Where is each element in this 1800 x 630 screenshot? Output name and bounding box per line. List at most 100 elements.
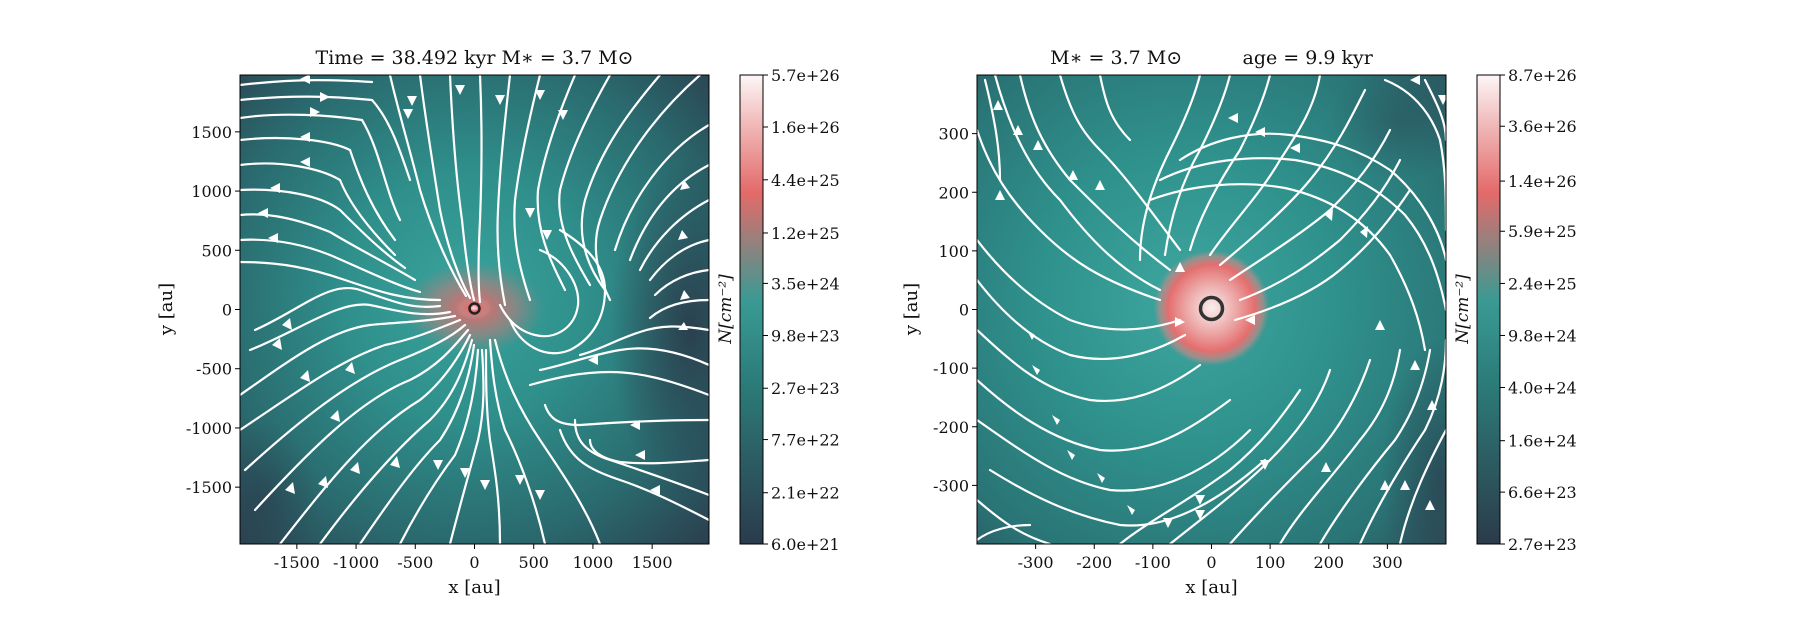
y-tick-label: 1000	[191, 182, 232, 201]
streamline	[1148, 183, 1427, 352]
streamline	[418, 75, 472, 300]
right-protostar-marker	[1198, 295, 1225, 322]
colorbar-tick-label: 6.6e+23	[1508, 483, 1577, 502]
y-tick-label: 300	[938, 125, 969, 144]
streamline-arrow	[318, 476, 328, 488]
right-title: M∗ = 3.7 M⊙ age = 9.9 kyr	[1050, 47, 1374, 69]
streamline-arrow	[1032, 365, 1040, 375]
colorbar-tick-label: 3.5e+24	[771, 274, 840, 293]
streamline-arrow	[1360, 226, 1368, 238]
streamline-arrow	[1228, 113, 1238, 123]
streamline	[536, 75, 577, 292]
streamline	[1218, 88, 1367, 267]
colorbar-tick-label: 2.4e+25	[1508, 274, 1577, 293]
streamline	[993, 75, 1162, 292]
streamline-arrow	[1290, 143, 1300, 153]
streamline-arrow	[1175, 317, 1185, 327]
colorbar-tick-label: 6.0e+21	[771, 535, 840, 554]
streamline	[398, 348, 480, 544]
streamline-arrow	[535, 490, 545, 500]
streamline-arrow	[1068, 170, 1078, 180]
streamline	[388, 75, 468, 298]
streamline	[1018, 75, 1172, 272]
streamline	[1398, 428, 1446, 544]
left-title: Time = 38.492 kyr M∗ = 3.7 M⊙	[316, 47, 634, 69]
streamline-arrow	[300, 370, 310, 382]
streamline	[358, 343, 476, 544]
streamline	[513, 75, 542, 302]
streamline	[240, 79, 374, 87]
streamline	[1278, 348, 1402, 544]
streamline-arrow	[535, 90, 545, 100]
streamline-arrow	[1321, 462, 1331, 472]
streamline	[1118, 388, 1302, 544]
streamline-arrow	[320, 92, 330, 102]
streamline-arrow	[1410, 360, 1420, 370]
y-tick-label: -1000	[186, 419, 232, 438]
streamline-arrow	[678, 230, 688, 240]
streamline	[1318, 348, 1432, 544]
streamline	[588, 438, 709, 465]
streamline	[538, 347, 709, 372]
y-tick-label: -200	[933, 418, 969, 437]
streamline	[558, 75, 612, 287]
x-tick-label: 0	[469, 553, 479, 572]
streamline-arrow	[350, 462, 360, 474]
left-panel: Time = 38.492 kyr M∗ = 3.7 M⊙	[156, 47, 840, 598]
right-heatmap	[977, 75, 1446, 544]
right-x-ticks: -300 -200 -100 0 100 200 300	[1018, 544, 1403, 572]
streamline	[977, 418, 1252, 492]
streamline-arrow	[455, 85, 465, 95]
streamline	[977, 523, 1032, 542]
right-colorbar	[1476, 74, 1501, 545]
streamline	[1208, 75, 1322, 257]
streamline-arrow	[272, 338, 282, 350]
streamline-arrow	[1260, 460, 1270, 470]
streamline-arrow	[1027, 330, 1035, 340]
streamline	[508, 228, 607, 355]
left-colorbar-label: N[cm⁻²]	[716, 274, 736, 345]
streamline-arrow	[1095, 180, 1105, 190]
colorbar-tick-label: 9.8e+24	[1508, 326, 1577, 345]
streamline	[1238, 158, 1402, 302]
streamline-arrow	[542, 230, 552, 240]
y-tick-label: -1500	[186, 478, 232, 497]
x-tick-label: 1500	[632, 553, 673, 572]
streamline-arrow	[525, 208, 535, 218]
streamline	[1228, 128, 1392, 282]
streamline	[1163, 75, 1232, 257]
streamline-arrow	[310, 107, 320, 117]
right-streamlines	[977, 75, 1446, 544]
streamline	[1098, 75, 1132, 142]
right-colorbar-label: N[cm⁻²]	[1453, 274, 1473, 345]
left-ylabel: y [au]	[156, 283, 177, 336]
streamline	[580, 75, 662, 292]
x-tick-label: 200	[1313, 553, 1344, 572]
right-streamline-arrows	[993, 75, 1446, 528]
streamline	[240, 113, 402, 222]
streamline	[977, 378, 1232, 452]
streamline-arrow	[258, 208, 268, 218]
y-tick-label: 0	[222, 301, 232, 320]
streamline-arrow	[1427, 400, 1437, 410]
streamline-arrow	[268, 233, 278, 243]
left-colorbar-ticks: 6.0e+21 2.1e+22 7.7e+22 2.7e+23 9.8e+23 3.5e+…	[763, 66, 840, 554]
streamline-arrow	[1067, 450, 1075, 460]
right-ylabel: y [au]	[901, 283, 922, 336]
y-tick-label: -300	[933, 476, 969, 495]
left-xlabel: x [au]	[448, 577, 500, 598]
colorbar-tick-label: 1.6e+24	[1508, 432, 1577, 451]
streamline	[977, 278, 1187, 361]
streamline-arrow	[995, 190, 1005, 200]
x-tick-label: 300	[1372, 553, 1403, 572]
right-xlabel: x [au]	[1185, 577, 1237, 598]
x-tick-label: 500	[518, 553, 549, 572]
streamline-arrow	[1245, 315, 1255, 325]
streamline-arrow	[635, 450, 645, 460]
left-dense-core	[452, 294, 496, 322]
left-colorbar	[739, 74, 764, 545]
streamline-arrow	[1195, 510, 1205, 520]
streamline	[484, 348, 502, 544]
left-streamline-arrows	[258, 75, 690, 500]
streamline-arrow	[1195, 495, 1205, 505]
